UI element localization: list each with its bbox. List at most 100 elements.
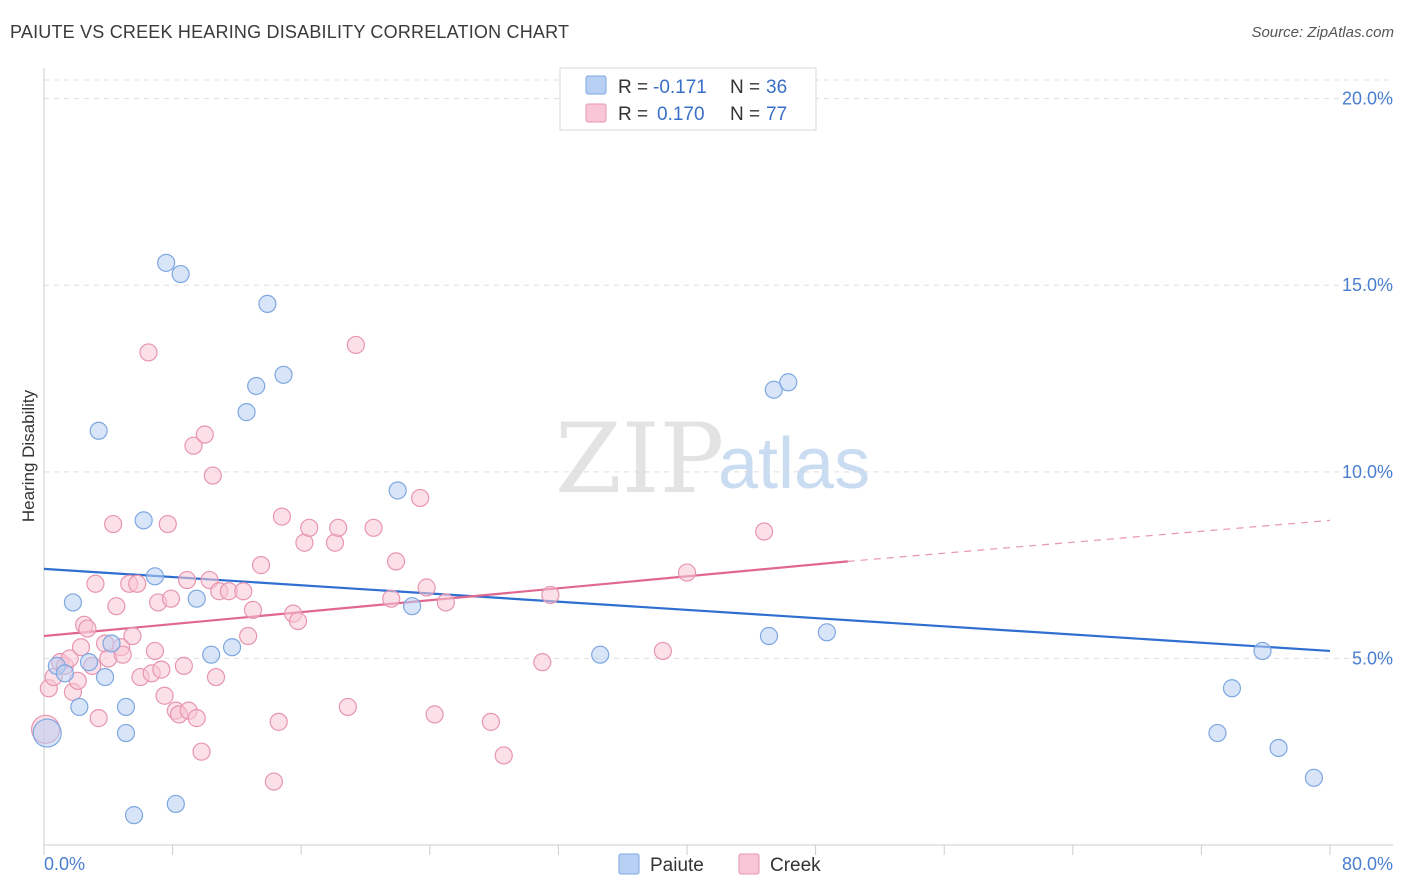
paiute-point bbox=[237, 403, 256, 422]
y-tick-label: 20.0% bbox=[1342, 89, 1393, 109]
legend-paiute-n-label: N = bbox=[730, 77, 760, 98]
creek-point bbox=[128, 574, 147, 593]
gridlines bbox=[44, 79, 1393, 659]
paiute-point bbox=[70, 697, 89, 717]
creek-point bbox=[755, 522, 774, 541]
creek-point bbox=[113, 645, 132, 664]
creek-trend-extension bbox=[847, 519, 1331, 562]
creek-point bbox=[269, 712, 288, 731]
creek-point bbox=[677, 563, 697, 582]
creek-point bbox=[494, 746, 513, 765]
paiute-point bbox=[764, 380, 783, 399]
paiute-point bbox=[222, 638, 242, 657]
creek-point bbox=[411, 488, 430, 508]
creek-point bbox=[386, 552, 406, 571]
creek-point bbox=[161, 589, 181, 608]
creek-point bbox=[177, 570, 197, 590]
paiute-point bbox=[202, 645, 221, 664]
creek-point bbox=[234, 582, 253, 601]
chart-title: PAIUTE VS CREEK HEARING DISABILITY CORRE… bbox=[10, 22, 570, 42]
creek-point bbox=[187, 709, 206, 728]
legend-creek-n-value: 77 bbox=[766, 104, 787, 125]
legend-paiute-r-label: R = bbox=[618, 77, 648, 98]
creek-point bbox=[533, 653, 552, 672]
creek-point bbox=[195, 425, 214, 444]
y-tick-label: 15.0% bbox=[1342, 275, 1393, 295]
paiute-point bbox=[32, 718, 62, 748]
paiute-point bbox=[63, 593, 83, 612]
creek-point bbox=[288, 611, 308, 631]
paiute-point bbox=[388, 481, 407, 500]
y-tick-label: 10.0% bbox=[1342, 462, 1393, 482]
paiute-point bbox=[187, 589, 206, 608]
paiute-point bbox=[779, 373, 798, 392]
legend-swatch-creek bbox=[585, 103, 607, 123]
x-tick-label-max: 80.0% bbox=[1342, 854, 1393, 874]
paiute-point bbox=[247, 376, 266, 396]
paiute-point bbox=[79, 653, 99, 672]
creek-point bbox=[158, 514, 177, 534]
creek-point bbox=[174, 656, 193, 675]
y-tick-label: 5.0% bbox=[1352, 648, 1393, 668]
creek-point bbox=[239, 626, 258, 646]
creek-point bbox=[192, 742, 211, 761]
creek-point bbox=[184, 436, 203, 455]
creek-point bbox=[364, 518, 383, 537]
paiute-point bbox=[403, 597, 422, 616]
paiute-point bbox=[1208, 723, 1227, 743]
creek-point bbox=[71, 638, 91, 657]
series-legend: Paiute Creek bbox=[618, 853, 821, 876]
legend-paiute-r-value: -0.171 bbox=[653, 77, 707, 98]
creek-point bbox=[338, 697, 357, 717]
data-points bbox=[31, 253, 1324, 825]
creek-point bbox=[346, 335, 365, 355]
paiute-point bbox=[171, 264, 190, 284]
paiute-point bbox=[157, 253, 176, 272]
paiute-point bbox=[116, 723, 136, 743]
series-legend-swatch-creek bbox=[738, 853, 760, 875]
creek-point bbox=[123, 626, 142, 646]
creek-point bbox=[152, 660, 171, 679]
paiute-point bbox=[102, 634, 121, 653]
series-legend-label-creek: Creek bbox=[770, 855, 821, 876]
correlation-legend: R = -0.171 N = 36 R = 0.170 N = 77 bbox=[559, 67, 817, 131]
creek-point bbox=[203, 466, 222, 485]
creek-point bbox=[206, 667, 226, 687]
legend-creek-n-label: N = bbox=[730, 104, 760, 125]
source-label: Source: ZipAtlas.com bbox=[1251, 24, 1394, 41]
creek-point bbox=[89, 709, 108, 728]
paiute-point bbox=[116, 697, 136, 717]
x-tick-label-min: 0.0% bbox=[44, 854, 85, 874]
creek-point bbox=[481, 712, 500, 731]
watermark-atlas: atlas bbox=[718, 424, 870, 504]
creek-point bbox=[264, 772, 283, 791]
creek-point bbox=[78, 619, 97, 638]
creek-point bbox=[382, 589, 401, 608]
paiute-point bbox=[1304, 768, 1324, 787]
creek-point bbox=[300, 518, 319, 537]
creek-point bbox=[417, 578, 436, 597]
paiute-point bbox=[1222, 679, 1242, 698]
paiute-trend-line bbox=[43, 567, 1331, 653]
paiute-point bbox=[55, 664, 74, 683]
paiute-point bbox=[145, 567, 165, 586]
paiute-point bbox=[166, 794, 185, 814]
creek-point bbox=[436, 593, 455, 612]
watermark-zip: ZIP bbox=[555, 403, 724, 515]
creek-point bbox=[145, 641, 165, 661]
series-legend-label-paiute: Paiute bbox=[650, 855, 704, 876]
creek-point bbox=[272, 507, 292, 526]
creek-point bbox=[139, 343, 158, 362]
creek-point bbox=[325, 533, 345, 552]
legend-creek-r-value: 0.170 bbox=[657, 104, 705, 125]
paiute-point bbox=[591, 645, 610, 664]
creek-point bbox=[86, 574, 105, 593]
paiute-point bbox=[258, 294, 277, 314]
creek-point bbox=[329, 518, 348, 537]
creek-point bbox=[251, 556, 271, 575]
paiute-point bbox=[89, 421, 108, 440]
creek-point bbox=[104, 514, 123, 534]
paiute-point bbox=[124, 806, 144, 825]
creek-point bbox=[653, 641, 672, 661]
